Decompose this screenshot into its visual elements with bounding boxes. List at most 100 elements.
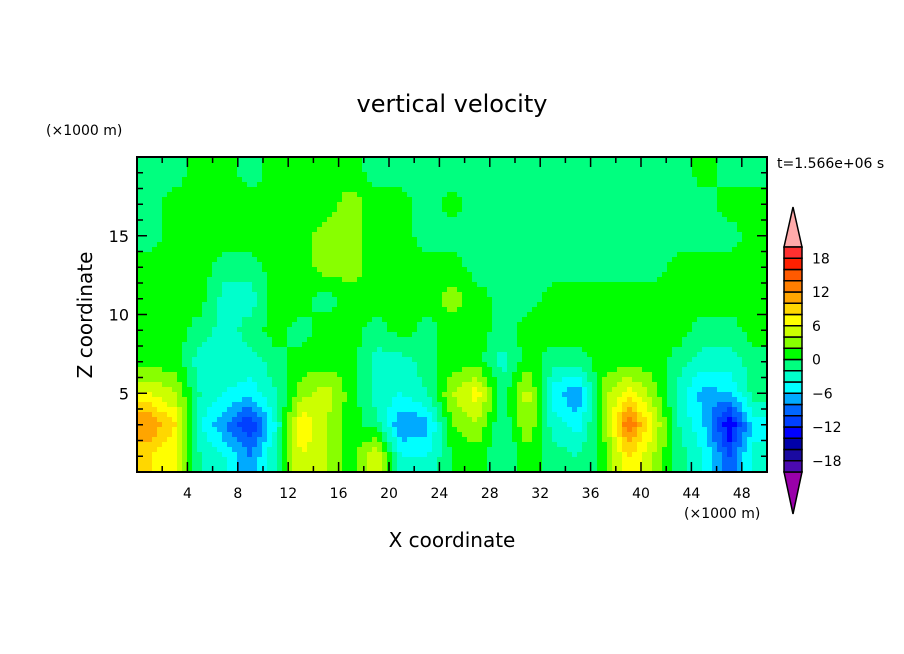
- field-cell: [477, 317, 483, 323]
- field-cell: [162, 297, 168, 303]
- field-cell: [572, 337, 578, 343]
- field-cell: [277, 307, 283, 313]
- field-cell: [337, 332, 343, 338]
- field-cell: [557, 162, 563, 168]
- field-cell: [232, 272, 238, 278]
- field-cell: [627, 172, 633, 178]
- field-cell: [347, 287, 353, 293]
- field-cell: [712, 287, 718, 293]
- field-cell: [687, 237, 693, 243]
- field-cell: [347, 262, 353, 268]
- field-cell: [477, 332, 483, 338]
- field-cell: [757, 292, 763, 298]
- field-cell: [482, 212, 488, 218]
- field-cell: [562, 162, 568, 168]
- field-cell: [537, 282, 543, 288]
- field-cell: [247, 317, 253, 323]
- field-cell: [592, 312, 598, 318]
- field-cell: [172, 322, 178, 328]
- field-cell: [737, 322, 743, 328]
- field-cell: [427, 262, 433, 268]
- field-cell: [727, 287, 733, 293]
- field-cell: [687, 252, 693, 258]
- field-cell: [487, 172, 493, 178]
- field-cell: [222, 332, 228, 338]
- field-cell: [377, 172, 383, 178]
- field-cell: [487, 347, 493, 353]
- field-cell: [432, 332, 438, 338]
- field-cell: [317, 232, 323, 238]
- field-cell: [652, 332, 658, 338]
- field-cell: [597, 222, 603, 228]
- field-cell: [362, 257, 368, 263]
- field-cell: [652, 237, 658, 243]
- field-cell: [232, 317, 238, 323]
- field-cell: [732, 292, 738, 298]
- field-cell: [182, 347, 188, 353]
- field-cell: [682, 217, 688, 223]
- field-cell: [677, 302, 683, 308]
- field-cell: [357, 222, 363, 228]
- field-cell: [502, 292, 508, 298]
- field-cell: [387, 207, 393, 213]
- field-cell: [737, 232, 743, 238]
- field-cell: [457, 307, 463, 313]
- field-cell: [402, 277, 408, 283]
- field-cell: [202, 172, 208, 178]
- field-cell: [652, 202, 658, 208]
- field-cell: [557, 177, 563, 183]
- field-cell: [687, 277, 693, 283]
- field-cell: [487, 292, 493, 298]
- field-cell: [287, 257, 293, 263]
- field-cell: [537, 267, 543, 273]
- field-cell: [742, 217, 748, 223]
- field-cell: [337, 232, 343, 238]
- field-cell: [642, 157, 648, 163]
- field-cell: [217, 162, 223, 168]
- field-cell: [212, 242, 218, 248]
- field-cell: [372, 157, 378, 163]
- field-cell: [167, 157, 173, 163]
- field-cell: [582, 287, 588, 293]
- field-cell: [502, 197, 508, 203]
- field-cell: [677, 347, 683, 353]
- field-cell: [622, 297, 628, 303]
- field-cell: [612, 297, 618, 303]
- field-cell: [637, 257, 643, 263]
- field-cell: [342, 257, 348, 263]
- field-cell: [652, 317, 658, 323]
- field-cell: [657, 227, 663, 233]
- field-cell: [717, 327, 723, 333]
- field-cell: [652, 282, 658, 288]
- field-cell: [657, 347, 663, 353]
- field-cell: [667, 217, 673, 223]
- field-cell: [747, 202, 753, 208]
- field-cell: [392, 277, 398, 283]
- field-cell: [427, 347, 433, 353]
- field-cell: [582, 307, 588, 313]
- field-cell: [497, 332, 503, 338]
- field-cell: [402, 207, 408, 213]
- field-cell: [462, 257, 468, 263]
- field-cell: [297, 157, 303, 163]
- field-cell: [227, 252, 233, 258]
- field-cell: [632, 262, 638, 268]
- field-cell: [407, 272, 413, 278]
- field-cell: [602, 242, 608, 248]
- field-cell: [412, 292, 418, 298]
- field-cell: [717, 342, 723, 348]
- field-cell: [727, 182, 733, 188]
- field-cell: [532, 247, 538, 253]
- field-cell: [612, 312, 618, 318]
- field-cell: [247, 252, 253, 258]
- field-cell: [407, 262, 413, 268]
- field-cell: [572, 262, 578, 268]
- field-cell: [412, 172, 418, 178]
- field-cell: [412, 312, 418, 318]
- field-cell: [417, 297, 423, 303]
- field-cell: [467, 167, 473, 173]
- field-cell: [477, 252, 483, 258]
- field-cell: [672, 332, 678, 338]
- field-cell: [157, 192, 163, 198]
- field-cell: [137, 257, 143, 263]
